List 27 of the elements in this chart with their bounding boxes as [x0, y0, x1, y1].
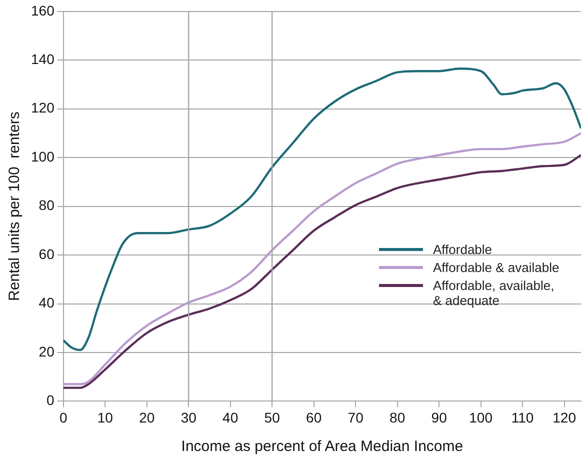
y-tick-label: 80 — [38, 197, 55, 214]
y-tick-label: 0 — [46, 392, 55, 408]
y-tick-label: 20 — [38, 343, 55, 360]
x-tick-label: 70 — [348, 409, 364, 426]
legend-label: Affordable & available — [433, 260, 560, 275]
x-tick-label: 50 — [264, 409, 280, 426]
y-tick-label: 140 — [31, 50, 55, 67]
legend-label: Affordable — [433, 242, 492, 257]
x-tick-label: 90 — [431, 409, 448, 426]
y-tick-label: 120 — [31, 100, 55, 116]
x-tick-label: 100 — [469, 409, 493, 426]
y-axis-title: Rental units per 100 renters — [6, 112, 24, 301]
x-tick-label: 30 — [180, 409, 197, 426]
x-tick-label: 40 — [222, 409, 238, 426]
legend-label: Affordable, available, & adequate — [433, 278, 554, 308]
x-tick-label: 20 — [139, 409, 155, 426]
y-tick-label: 40 — [38, 294, 55, 311]
y-tick-label: 100 — [31, 148, 55, 164]
y-tick-label: 160 — [31, 2, 55, 18]
y-tick-label: 60 — [38, 246, 55, 262]
x-axis-title: Income as percent of Area Median Income — [181, 438, 464, 456]
x-tick-label: 60 — [306, 409, 322, 426]
x-tick-label: 80 — [390, 409, 406, 426]
x-tick-label: 120 — [552, 409, 576, 426]
x-tick-label: 110 — [511, 409, 534, 426]
x-tick-label: 0 — [59, 409, 68, 426]
x-tick-label: 10 — [97, 409, 114, 426]
